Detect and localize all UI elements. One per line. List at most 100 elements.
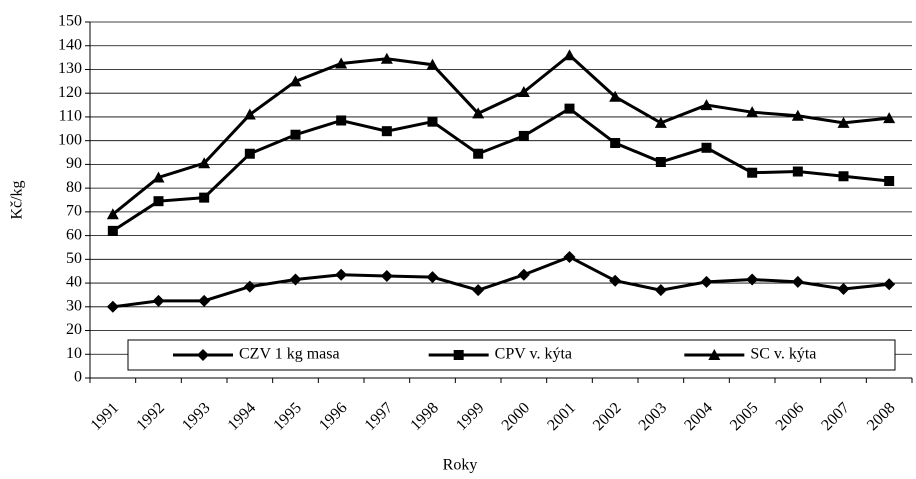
- x-tick-label: 2006: [773, 399, 808, 434]
- marker: [335, 268, 348, 281]
- marker: [107, 225, 118, 236]
- x-tick-label: 2003: [636, 399, 671, 434]
- legend-box: [127, 339, 896, 371]
- marker: [243, 108, 256, 120]
- marker: [708, 349, 721, 360]
- marker: [198, 157, 211, 169]
- y-tick-label: 60: [66, 226, 82, 243]
- marker: [152, 294, 165, 307]
- y-tick-label: 20: [66, 321, 82, 338]
- y-tick-label: 90: [66, 155, 82, 172]
- marker: [517, 268, 530, 281]
- marker: [289, 75, 302, 87]
- x-tick-label: 1999: [453, 399, 488, 434]
- marker: [746, 273, 759, 286]
- y-tick-label: 140: [58, 36, 82, 53]
- marker: [792, 166, 803, 177]
- x-tick-label: 1994: [225, 399, 260, 434]
- x-tick-label: 1995: [270, 399, 305, 434]
- y-tick-label: 100: [58, 131, 82, 148]
- marker: [243, 280, 256, 293]
- y-tick-label: 0: [74, 369, 82, 386]
- x-tick-label: 2007: [818, 399, 853, 434]
- x-tick-label: 1992: [133, 399, 168, 434]
- marker: [197, 349, 209, 361]
- marker: [106, 300, 119, 313]
- marker: [609, 90, 622, 102]
- line: [112, 106, 890, 233]
- marker: [199, 192, 210, 203]
- y-tick-label: 50: [66, 250, 82, 267]
- marker: [472, 107, 485, 119]
- marker: [791, 275, 804, 288]
- marker: [747, 167, 758, 178]
- marker: [838, 171, 849, 182]
- x-tick-label: 2004: [681, 399, 716, 434]
- y-tick-label: 110: [59, 108, 82, 125]
- y-tick-label: 70: [66, 203, 82, 220]
- y-axis-label: Kč/kg: [9, 180, 26, 219]
- marker: [746, 106, 759, 118]
- marker: [106, 208, 119, 220]
- x-tick-label: 1997: [362, 399, 397, 434]
- marker: [837, 283, 850, 295]
- line: [111, 53, 890, 216]
- y-tick-label: 40: [66, 274, 82, 291]
- x-tick-label: 2008: [864, 399, 899, 434]
- marker: [700, 99, 713, 111]
- marker: [883, 278, 896, 291]
- x-tick-label: 1996: [316, 399, 351, 434]
- marker: [564, 103, 575, 114]
- marker: [244, 148, 255, 159]
- marker: [336, 115, 347, 126]
- marker: [563, 250, 576, 263]
- marker: [517, 86, 530, 98]
- marker: [380, 52, 393, 64]
- marker: [426, 271, 439, 284]
- x-tick-label: 1993: [179, 399, 214, 434]
- marker: [563, 49, 576, 61]
- marker: [609, 274, 622, 287]
- y-tick-label: 150: [58, 13, 82, 30]
- marker: [884, 176, 895, 187]
- x-tick-label: 2002: [590, 399, 625, 434]
- marker: [654, 284, 667, 297]
- marker: [700, 275, 713, 288]
- y-tick-label: 120: [58, 84, 82, 101]
- marker: [837, 116, 850, 128]
- marker: [380, 269, 393, 282]
- y-tick-label: 10: [66, 345, 82, 362]
- marker: [427, 116, 438, 127]
- marker: [381, 126, 392, 137]
- line: [112, 255, 890, 309]
- marker: [518, 130, 529, 141]
- marker: [610, 138, 621, 149]
- marker: [426, 58, 439, 70]
- marker: [654, 116, 667, 128]
- marker: [198, 294, 211, 307]
- marker: [290, 129, 301, 140]
- marker: [289, 273, 302, 286]
- x-tick-label: 2005: [727, 399, 762, 434]
- marker: [791, 109, 804, 121]
- x-tick-label: 2000: [499, 399, 534, 434]
- x-tick-label: 1998: [407, 399, 442, 434]
- legend-label: CPV v. kýta: [495, 346, 572, 363]
- x-tick-label: 2001: [544, 399, 579, 434]
- marker: [335, 57, 348, 69]
- marker: [472, 284, 485, 297]
- marker: [655, 157, 666, 168]
- marker: [453, 350, 464, 360]
- y-tick-label: 80: [66, 179, 82, 196]
- marker: [701, 142, 712, 153]
- y-tick-label: 130: [58, 60, 82, 77]
- marker: [153, 196, 164, 207]
- marker: [883, 112, 896, 124]
- y-tick-label: 30: [66, 297, 82, 314]
- legend-label: CZV 1 kg masa: [239, 346, 340, 363]
- x-tick-label: 1991: [88, 399, 123, 434]
- marker: [473, 148, 484, 159]
- marker: [152, 171, 165, 183]
- x-axis-label: Roky: [443, 457, 478, 474]
